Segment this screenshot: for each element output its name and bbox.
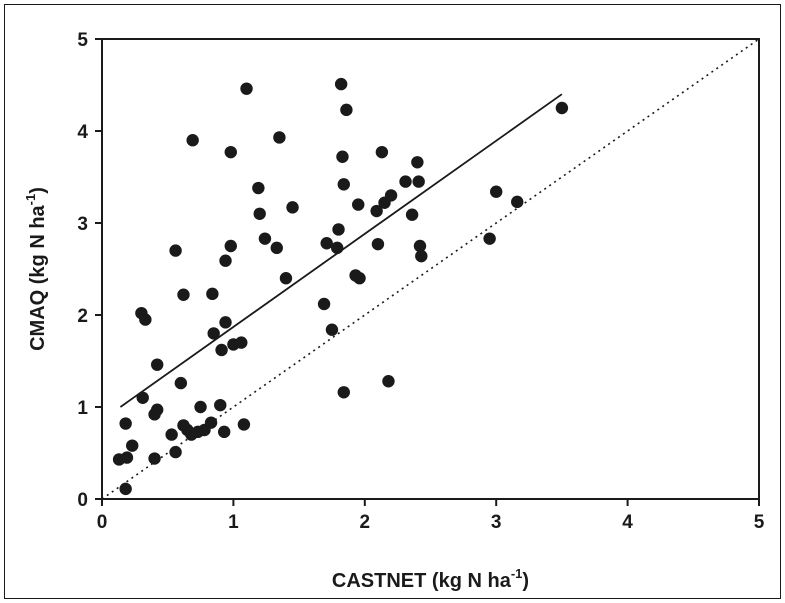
data-point <box>235 336 248 349</box>
data-point <box>150 358 164 371</box>
data-point <box>371 237 385 251</box>
data-point <box>382 375 395 388</box>
data-point <box>169 445 182 459</box>
y-tick-label: 4 <box>77 122 88 143</box>
data-point <box>219 316 232 329</box>
x-tick-label: 4 <box>622 512 633 533</box>
data-point <box>370 204 383 218</box>
data-point <box>119 482 132 496</box>
data-point <box>279 272 293 285</box>
x-axis-title: CASTNET (kg N ha-1) <box>332 566 529 592</box>
data-point <box>399 175 412 188</box>
data-point <box>415 249 428 263</box>
data-point <box>204 416 218 429</box>
y-tick-label: 1 <box>77 398 88 419</box>
data-point <box>340 103 353 117</box>
data-point <box>136 391 149 404</box>
data-point <box>174 376 188 390</box>
data-point <box>555 101 569 115</box>
x-tick-label: 1 <box>228 512 239 533</box>
data-point <box>218 425 231 439</box>
data-points <box>112 77 569 496</box>
data-point <box>483 232 496 245</box>
data-point <box>139 313 152 326</box>
data-point <box>336 150 349 163</box>
data-point <box>317 297 331 311</box>
y-tick-label: 2 <box>77 306 88 327</box>
data-point <box>148 452 161 465</box>
data-point <box>194 400 207 414</box>
data-point <box>320 237 333 250</box>
y-axis: 0 1 2 3 4 5 <box>77 30 102 511</box>
data-point <box>224 239 237 253</box>
data-point <box>224 145 237 159</box>
y-tick-label: 5 <box>77 30 88 51</box>
data-point <box>169 244 182 257</box>
y-tick-label: 0 <box>77 490 88 511</box>
data-point <box>325 323 339 336</box>
data-point <box>258 232 272 245</box>
data-point <box>411 156 424 169</box>
data-point <box>240 82 253 95</box>
data-point <box>126 439 139 452</box>
y-axis-title: CMAQ (kg N ha-1) <box>23 187 49 351</box>
data-point <box>253 207 266 220</box>
x-axis: 0 1 2 3 4 5 <box>97 499 765 533</box>
data-point <box>150 403 164 416</box>
x-tick-label: 3 <box>491 512 502 533</box>
data-point <box>511 195 524 209</box>
data-point <box>331 241 344 255</box>
data-point <box>412 175 425 188</box>
data-point <box>352 198 365 211</box>
x-tick-label: 5 <box>754 512 765 533</box>
y-tick-label: 3 <box>77 214 88 235</box>
data-point <box>119 417 132 430</box>
data-point <box>490 185 503 198</box>
data-point <box>214 398 227 412</box>
data-point <box>206 287 219 301</box>
data-point <box>120 451 134 464</box>
data-point <box>219 254 232 267</box>
data-point <box>353 272 366 285</box>
data-point <box>405 208 419 221</box>
data-point <box>384 189 398 202</box>
data-point <box>165 428 178 441</box>
data-point <box>286 201 299 214</box>
data-point <box>177 288 190 301</box>
x-tick-label: 0 <box>97 512 108 533</box>
data-point <box>270 241 283 255</box>
x-tick-label: 2 <box>360 512 371 533</box>
plot-area <box>101 38 760 500</box>
data-point <box>273 131 286 144</box>
data-point <box>413 239 427 253</box>
data-point <box>337 178 350 191</box>
data-point <box>337 386 350 399</box>
data-point <box>375 145 389 159</box>
plot-border <box>101 38 760 500</box>
data-point <box>207 327 220 340</box>
data-point <box>186 134 199 147</box>
data-point <box>252 181 265 195</box>
data-point <box>332 223 345 236</box>
data-point <box>215 343 228 357</box>
data-point <box>334 77 348 91</box>
data-point <box>237 418 251 431</box>
